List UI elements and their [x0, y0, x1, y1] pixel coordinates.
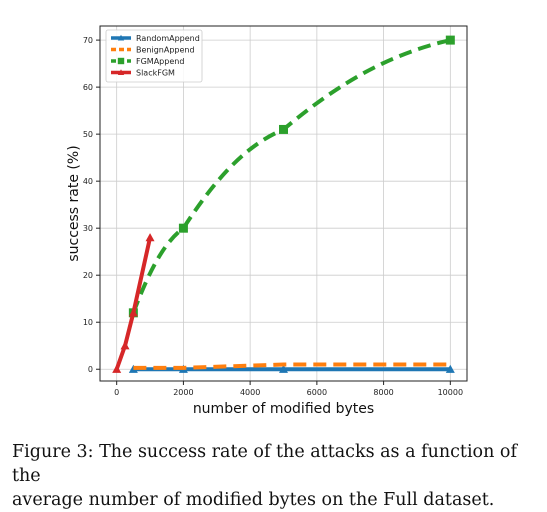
x-tick-label: 2000	[173, 388, 193, 397]
caption-line-1: Figure 3: The success rate of the attack…	[12, 442, 517, 486]
legend-label: BenignAppend	[136, 46, 195, 55]
x-axis-ticks: 0 2000 4000 6000 8000 10000	[114, 381, 463, 397]
plot-area-frame	[99, 25, 468, 382]
legend-item: FGMAppend	[111, 57, 184, 66]
series-line	[131, 38, 451, 314]
y-tick-label: 40	[83, 177, 93, 186]
x-tick-label: 8000	[373, 388, 393, 397]
data-point-marker	[279, 364, 288, 373]
data-point-marker	[120, 341, 130, 350]
y-tick-label: 70	[83, 36, 93, 45]
legend-item: BenignAppend	[111, 46, 195, 55]
series-line	[114, 237, 152, 370]
data-series	[112, 35, 455, 373]
data-point-marker	[112, 364, 122, 373]
legend-label: FGMAppend	[136, 57, 184, 66]
y-tick-label: 50	[83, 130, 93, 139]
line-chart: 0 10 20 30 40 50 60 70 0 2000 4000 6000 8000 10000 R…	[66, 25, 468, 417]
figure-caption: Figure 3: The success rate of the attack…	[12, 440, 537, 512]
data-point-marker	[445, 35, 455, 45]
y-tick-label: 0	[88, 365, 93, 374]
data-point-marker	[145, 233, 155, 242]
y-tick-label: 10	[83, 318, 93, 327]
x-tick-label: 4000	[240, 388, 260, 397]
data-point-marker	[128, 308, 138, 317]
y-axis-label: success rate (%)	[66, 145, 82, 261]
legend-marker	[117, 69, 125, 76]
data-point-marker	[445, 364, 455, 373]
series-BenignAppend	[133, 362, 451, 370]
x-tick-label: 10000	[438, 388, 463, 397]
grid-lines	[100, 26, 467, 381]
legend-box	[105, 29, 203, 83]
legend-label: RandomAppend	[136, 34, 200, 43]
legend-label: SlackFGM	[136, 69, 175, 78]
series-line	[133, 362, 451, 370]
legend-marker	[117, 34, 125, 41]
legend: RandomAppend BenignAppend FGMAppend SlackFG…	[105, 29, 203, 83]
y-tick-label: 60	[83, 83, 93, 92]
data-point-marker	[178, 223, 188, 233]
series-SlackFGM	[112, 233, 155, 373]
x-tick-label: 6000	[307, 388, 327, 397]
x-axis-label: number of modified bytes	[193, 401, 374, 417]
legend-item: SlackFGM	[111, 69, 175, 78]
y-tick-label: 30	[83, 224, 93, 233]
data-point-marker	[279, 124, 288, 134]
caption-line-2: average number of modified bytes on the …	[12, 490, 495, 510]
y-tick-label: 20	[83, 271, 93, 280]
x-tick-label: 0	[114, 388, 119, 397]
y-axis-ticks: 0 10 20 30 40 50 60 70	[83, 36, 100, 374]
legend-marker	[117, 57, 125, 65]
legend-item: RandomAppend	[111, 34, 200, 43]
